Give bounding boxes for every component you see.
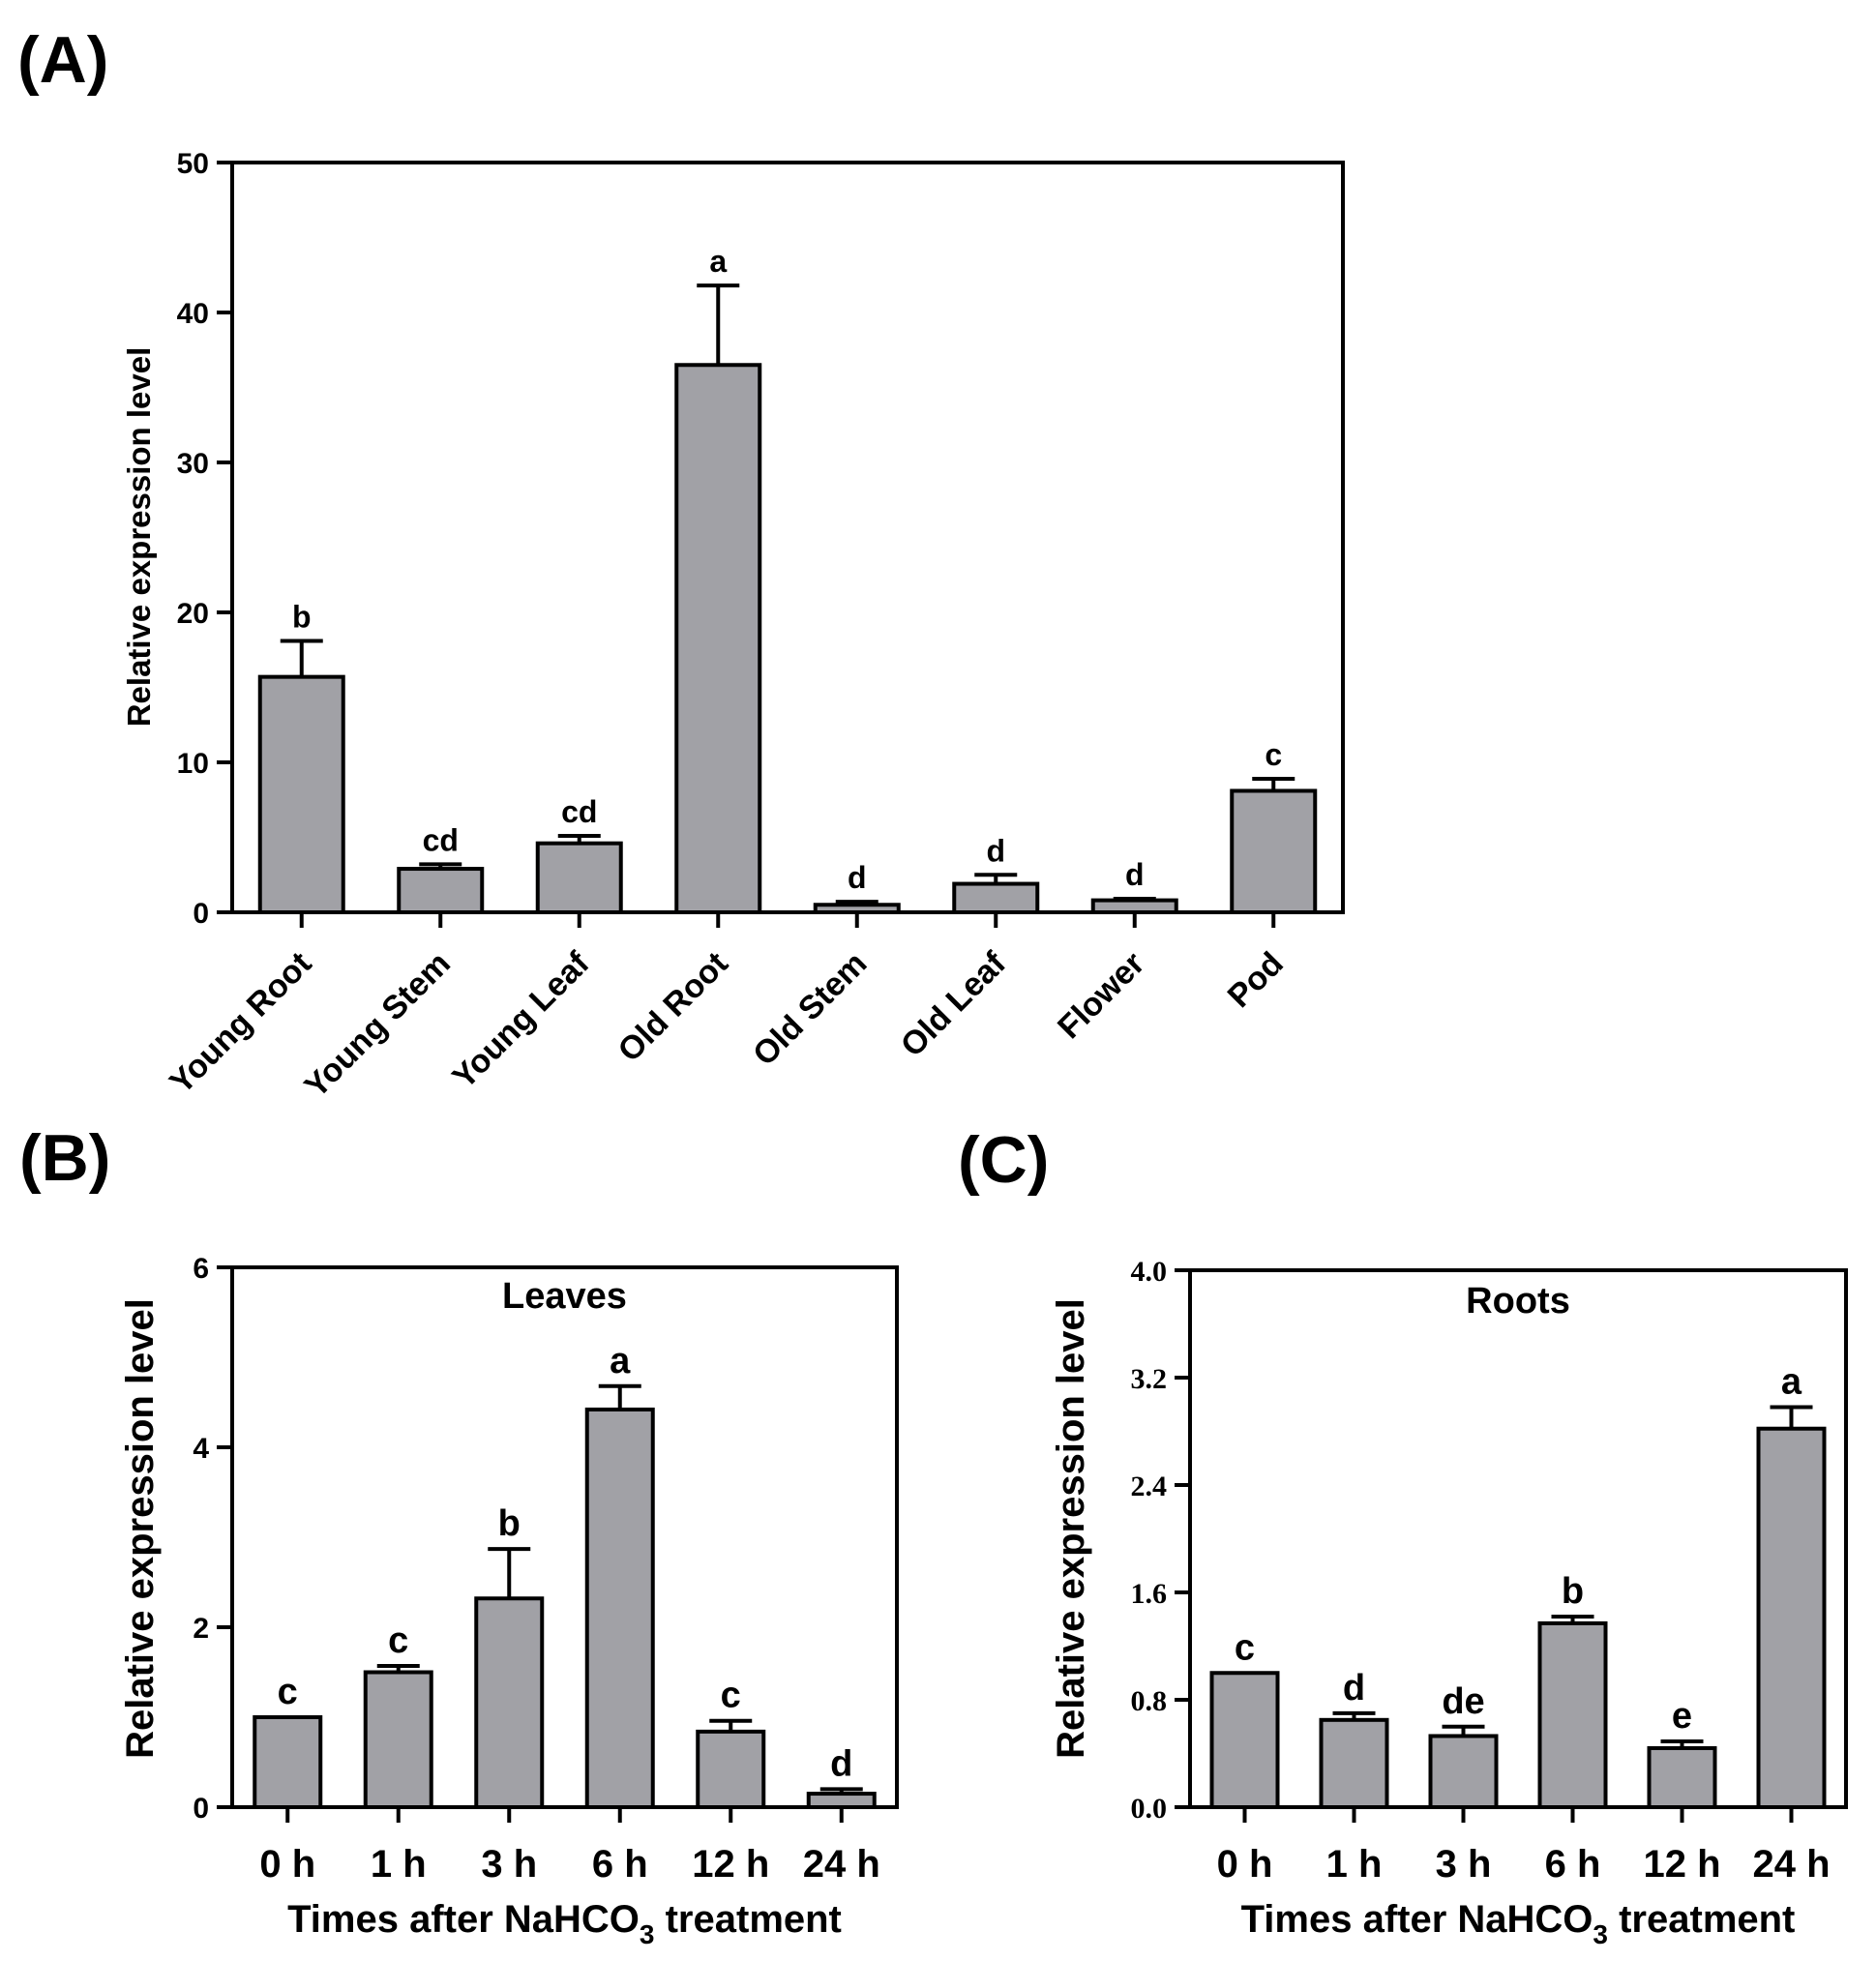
significance-label: cd <box>561 794 597 829</box>
bar <box>696 1729 766 1810</box>
y-tick-label: 4.0 <box>1131 1256 1168 1288</box>
y-axis-title: Relative expression level <box>1050 1298 1092 1759</box>
category-label: 3 h <box>1436 1843 1492 1886</box>
category-label: Old Stem <box>746 945 874 1073</box>
bar <box>952 881 1040 914</box>
category-label: 0 h <box>259 1843 315 1886</box>
category-label: 12 h <box>692 1843 769 1886</box>
y-tick-label: 0.0 <box>1131 1793 1168 1825</box>
y-tick-label: 20 <box>177 598 209 630</box>
category-label: 0 h <box>1217 1843 1273 1886</box>
bar <box>1647 1745 1717 1809</box>
panel-c: (C) 0.0 0.8 1.6 2.4 3.2 4.0 Relative expression… <box>958 1123 1848 1949</box>
y-tick-label: 0 <box>193 1793 209 1825</box>
category-label: 12 h <box>1643 1843 1720 1886</box>
bar <box>363 1670 433 1809</box>
y-tick-label: 50 <box>177 148 209 180</box>
significance-label: a <box>709 244 727 279</box>
panel-letter: (B) <box>19 1121 110 1195</box>
category-label: 1 h <box>371 1843 427 1886</box>
y-tick-label: 2 <box>193 1613 209 1645</box>
significance-label: c <box>721 1676 741 1716</box>
plot-frame <box>230 161 1345 914</box>
y-tick-label: 40 <box>177 298 209 330</box>
panel-letter: (A) <box>17 23 108 97</box>
significance-label: b <box>292 599 312 634</box>
category-label: 24 h <box>803 1843 880 1886</box>
bar <box>1319 1717 1389 1809</box>
category-label: Pod <box>1221 945 1291 1015</box>
y-axis-title: Relative expression level <box>119 1298 162 1759</box>
category-label: 1 h <box>1326 1843 1383 1886</box>
significance-label: c <box>278 1672 298 1712</box>
y-tick-label: 0 <box>193 898 209 930</box>
panel-title: Leaves <box>502 1276 627 1317</box>
category-label: Flower <box>1051 945 1151 1046</box>
category-label: Old Leaf <box>894 944 1014 1064</box>
bar <box>535 841 623 915</box>
panel-letter: (C) <box>958 1123 1049 1197</box>
category-label: 6 h <box>1545 1843 1601 1886</box>
significance-label: c <box>1235 1627 1255 1668</box>
significance-label: e <box>1672 1696 1692 1737</box>
bar <box>1756 1426 1827 1809</box>
significance-label: b <box>1562 1571 1584 1612</box>
bar <box>1537 1620 1608 1809</box>
panel-b: (B) 0 2 4 6 Relative expression level Leaves c 0… <box>19 1121 899 1949</box>
significance-label: d <box>1125 857 1145 892</box>
significance-label: c <box>1265 737 1282 772</box>
plot-frame <box>1188 1268 1848 1809</box>
significance-label: d <box>1343 1668 1365 1708</box>
bar <box>1209 1671 1280 1809</box>
category-label: Young Stem <box>298 945 458 1105</box>
significance-label: cd <box>423 822 459 857</box>
x-axis-title: Times after NaHCO3 treatment <box>1241 1898 1796 1949</box>
category-label: 24 h <box>1752 1843 1830 1886</box>
significance-label: d <box>848 860 867 895</box>
bar <box>1230 788 1318 915</box>
x-axis-title: Times after NaHCO3 treatment <box>287 1898 842 1949</box>
panel-title: Roots <box>1466 1281 1570 1322</box>
significance-label: b <box>498 1503 521 1544</box>
significance-label: de <box>1442 1681 1484 1722</box>
y-tick-label: 4 <box>193 1433 209 1465</box>
y-tick-label: 2.4 <box>1131 1471 1168 1502</box>
y-tick-label: 1.6 <box>1131 1578 1168 1610</box>
bar <box>257 674 345 915</box>
panel-a: (A) 0 10 20 30 40 50 Relative expression level b… <box>17 23 1345 1105</box>
bar <box>674 363 762 914</box>
bar <box>584 1407 655 1809</box>
significance-label: c <box>388 1620 408 1661</box>
bar <box>1428 1734 1499 1810</box>
bar <box>474 1596 545 1809</box>
bar <box>253 1715 323 1809</box>
category-label: 6 h <box>592 1843 648 1886</box>
category-label: Old Root <box>611 945 735 1069</box>
category-label: 3 h <box>481 1843 537 1886</box>
significance-label: d <box>830 1743 852 1784</box>
category-label: Young Leaf <box>445 944 596 1095</box>
bar <box>1090 898 1178 914</box>
y-tick-label: 0.8 <box>1131 1685 1168 1717</box>
significance-label: d <box>986 833 1005 868</box>
plot-frame <box>230 1265 899 1809</box>
y-tick-label: 10 <box>177 748 209 780</box>
bar <box>813 903 901 914</box>
y-tick-label: 30 <box>177 448 209 480</box>
y-tick-label: 3.2 <box>1131 1363 1168 1395</box>
significance-label: a <box>1781 1362 1802 1403</box>
category-label: Young Root <box>163 945 318 1101</box>
bar <box>397 867 485 914</box>
significance-label: a <box>610 1341 631 1382</box>
y-axis-title: Relative expression level <box>121 347 157 728</box>
bar <box>806 1792 877 1810</box>
y-tick-label: 6 <box>193 1253 209 1285</box>
